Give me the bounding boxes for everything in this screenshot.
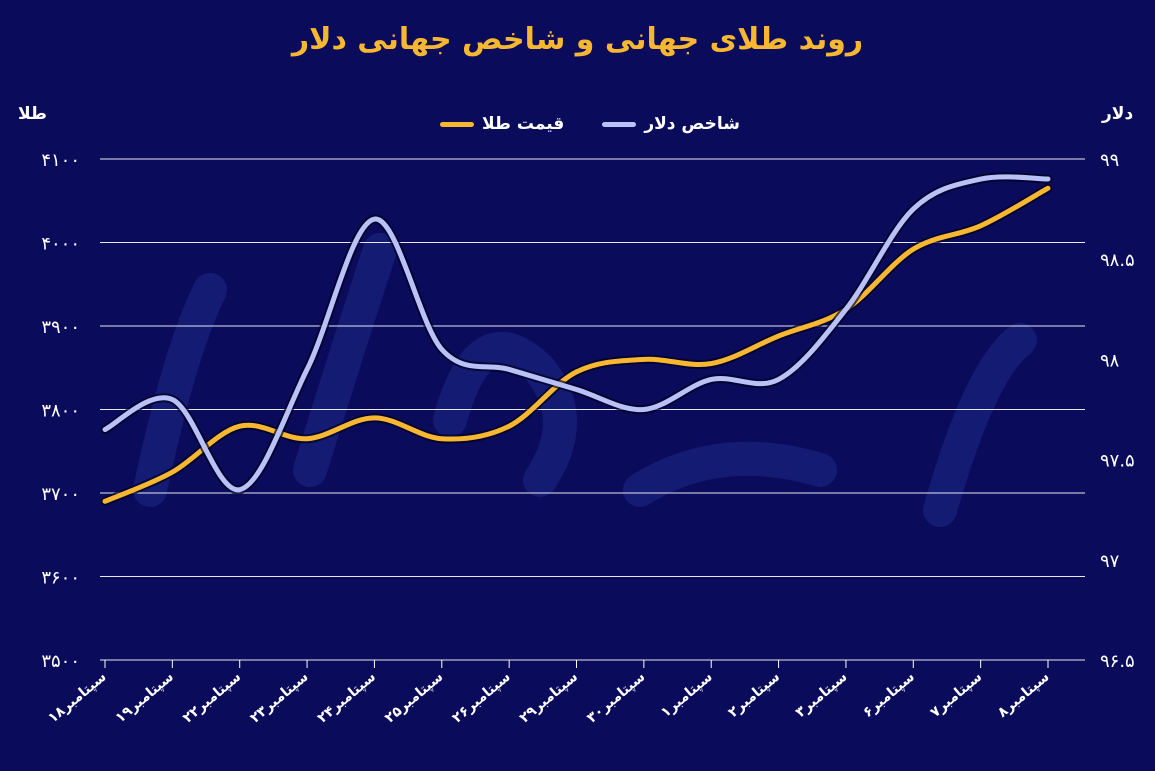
left-tick-label: ۳۹۰۰ xyxy=(41,317,80,338)
legend-swatch-dollar xyxy=(602,121,637,127)
right-tick-label: ۹۸ xyxy=(1100,350,1120,371)
legend-swatch-gold xyxy=(440,121,474,127)
x-tick-label: ۸سپتامبر xyxy=(995,669,1053,721)
left-tick-label: ۳۸۰۰ xyxy=(41,401,80,422)
x-tick-label: ۲۳سپتامبر xyxy=(247,669,311,727)
right-tick-label: ۹۷.۵ xyxy=(1100,451,1135,472)
x-tick-label: ۲۲سپتامبر xyxy=(180,669,244,727)
x-tick-label: ۳۰سپتامبر xyxy=(584,669,648,727)
left-tick-label: ۳۷۰۰ xyxy=(41,484,80,505)
x-tick-label: ۱۹سپتامبر xyxy=(113,669,177,727)
left-tick-label: ۴۰۰۰ xyxy=(41,234,80,255)
x-tick-label: ۳سپتامبر xyxy=(793,669,851,721)
x-tick-label: ۲۵سپتامبر xyxy=(382,669,446,727)
x-tick-label: ۲۶سپتامبر xyxy=(449,669,513,727)
series-line-shadow xyxy=(100,183,1053,506)
right-tick-label: ۹۹ xyxy=(1100,150,1119,171)
right-tick-label: ۹۶.۵ xyxy=(1100,651,1135,672)
x-tick-label: ۶سپتامبر xyxy=(860,669,918,721)
gold-series-line xyxy=(102,185,1051,504)
legend: شاخص دلار قیمت طلا xyxy=(440,114,740,134)
legend-item-gold: قیمت طلا xyxy=(440,114,564,134)
x-tick-label: ۱۸سپتامبر xyxy=(45,669,109,727)
chart-title: روند طلای جهانی و شاخص جهانی دلار xyxy=(291,22,864,57)
left-tick-label: ۴۱۰۰ xyxy=(41,150,80,171)
x-tick-label: ۱سپتامبر xyxy=(658,669,716,721)
left-axis-title: طلا xyxy=(18,104,47,124)
dollar-series-line xyxy=(102,174,1051,493)
right-axis-title: دلار xyxy=(1102,104,1134,124)
left-tick-label: ۳۶۰۰ xyxy=(41,568,80,589)
x-tick-label: ۲۹سپتامبر xyxy=(517,669,581,727)
x-tick-label: ۲۴سپتامبر xyxy=(315,669,379,727)
right-tick-label: ۹۸.۵ xyxy=(1100,250,1135,271)
legend-label-gold: قیمت طلا xyxy=(482,114,565,134)
right-tick-label: ۹۷ xyxy=(1100,551,1120,572)
x-tick-label: ۲سپتامبر xyxy=(725,669,783,721)
legend-label-dollar: شاخص دلار xyxy=(644,114,740,134)
series-line-shadow xyxy=(100,172,1053,495)
x-tick-label: ۷سپتامبر xyxy=(927,669,985,721)
legend-item-dollar: شاخص دلار xyxy=(602,114,740,134)
left-tick-label: ۳۵۰۰ xyxy=(41,651,80,672)
